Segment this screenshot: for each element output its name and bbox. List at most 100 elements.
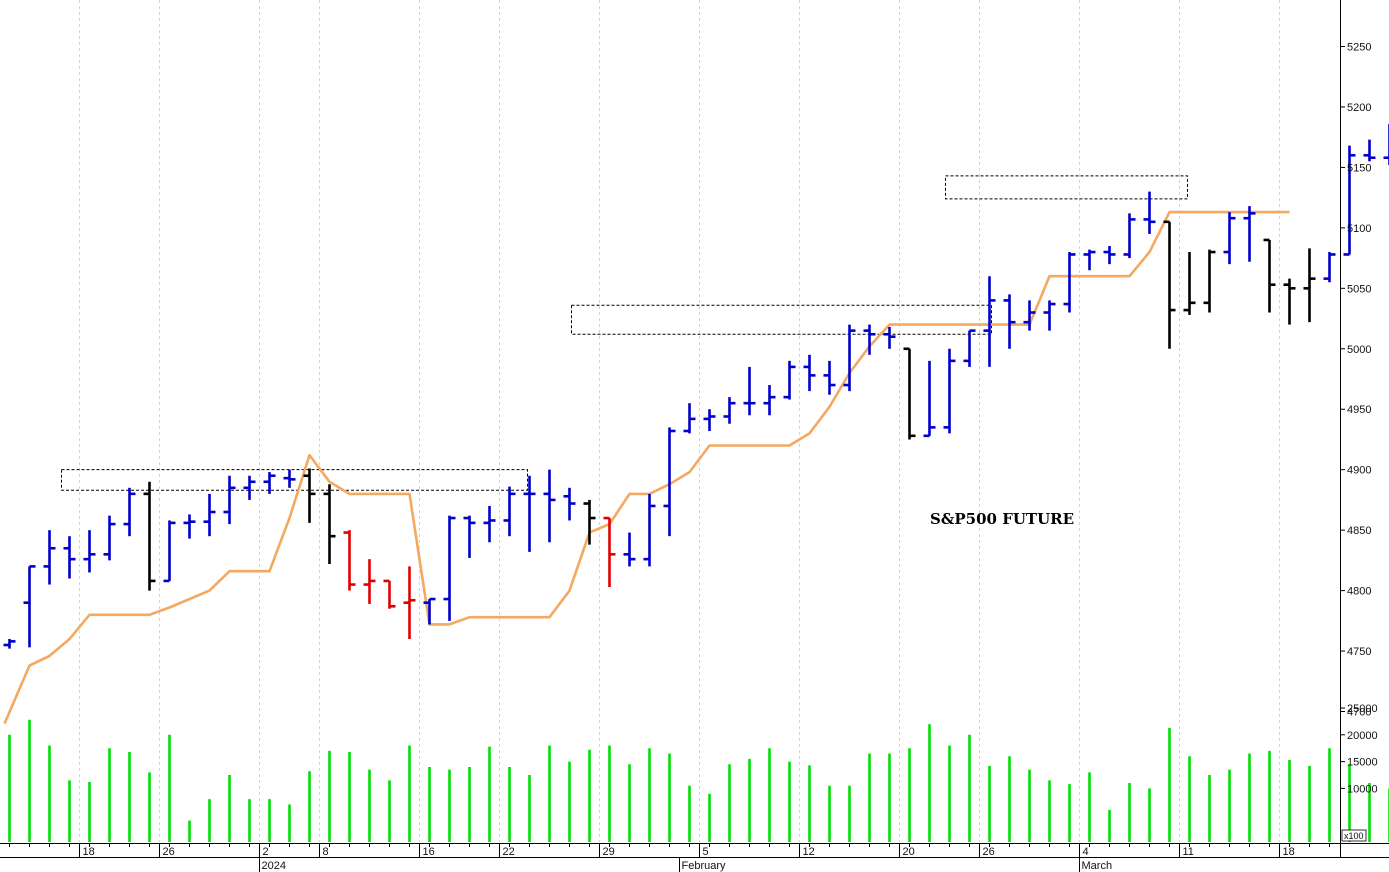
stop-line (3, 210, 1290, 725)
ohlc-bar (943, 348, 956, 434)
ohlc-bar (983, 276, 996, 367)
ohlc-bar (643, 493, 656, 567)
ohlc-bar (783, 360, 796, 400)
support-box (571, 304, 992, 335)
ohlc-bar (23, 565, 36, 648)
y-tick-label: 4900 (1347, 465, 1371, 477)
ohlc-bar (903, 347, 916, 440)
ohlc-bar (1223, 212, 1236, 265)
ohlc-bar (1063, 252, 1076, 313)
y-tick-label: 5000 (1347, 344, 1371, 356)
ohlc-bar (383, 579, 396, 609)
ohlc-bar (63, 536, 76, 579)
ohlc-bar (483, 505, 496, 543)
x-day-label: 18 (1283, 846, 1295, 858)
volume-unit-label: x100 (1344, 831, 1364, 841)
x-day-label: 12 (803, 846, 815, 858)
ohlc-bar (203, 493, 216, 537)
support-boxes (61, 175, 1188, 491)
ohlc-bar (563, 487, 576, 521)
y-tick-label: 4950 (1347, 404, 1371, 416)
y-tick-label: 5250 (1347, 42, 1371, 54)
ohlc-bar (423, 597, 436, 625)
chart-title: S&P500 FUTURE (930, 510, 1074, 528)
y-tick-label: 4750 (1347, 646, 1371, 658)
ohlc-bar (723, 397, 736, 424)
ohlc-bar (1363, 139, 1376, 162)
ohlc-bar (503, 486, 516, 537)
ohlc-bar (403, 566, 416, 639)
y-tick-label: 4800 (1347, 586, 1371, 598)
trailing-stop-line (3, 210, 1290, 725)
y-tick-label: 4700 (1347, 707, 1371, 719)
ohlc-bar (963, 329, 976, 367)
y-tick-label: 5100 (1347, 223, 1371, 235)
x-month-label: March (1082, 860, 1113, 872)
ohlc-bar (543, 469, 556, 543)
ohlc-bar (583, 499, 596, 545)
support-box (61, 469, 528, 491)
ohlc-bar (183, 514, 196, 539)
ohlc-bar (763, 385, 776, 416)
grid-lines (79, 0, 1280, 843)
volume-tick-label: 25000 (1347, 703, 1378, 715)
ohlc-bar (863, 324, 876, 355)
ohlc-bar (143, 481, 156, 591)
ohlc-bar (1123, 213, 1136, 259)
ohlc-bar (923, 360, 936, 438)
x-month-label: February (682, 860, 727, 872)
ohlc-bar (1203, 249, 1216, 313)
x-day-label: 20 (903, 846, 915, 858)
ohlc-bar (1103, 246, 1116, 265)
ohlc-bar (343, 530, 356, 591)
ohlc-bar (283, 469, 296, 488)
ohlc-bar (883, 327, 896, 349)
ohlc-bar (263, 472, 276, 494)
y-tick-label: 4850 (1347, 525, 1371, 537)
ohlc-bar (823, 360, 836, 395)
ohlc-bar (243, 475, 256, 500)
ohlc-bar (83, 530, 96, 573)
ohlc-bar (443, 515, 456, 621)
ohlc-bar (1343, 145, 1356, 256)
x-day-label: 2 (263, 846, 269, 858)
ohlc-bar (1163, 220, 1176, 349)
ohlc-bar (663, 427, 676, 537)
x-day-label: 22 (503, 846, 515, 858)
ohlc-bar (1083, 249, 1096, 271)
x-day-label: 11 (1183, 846, 1194, 858)
ohlc-bar (623, 532, 636, 567)
ohlc-bar (703, 409, 716, 431)
ohlc-bar (803, 354, 816, 392)
ohlc-bar (1023, 300, 1036, 331)
x-day-label: 16 (423, 846, 435, 858)
volume-tick-label: 10000 (1347, 783, 1378, 795)
ohlc-bar (363, 559, 376, 604)
ohlc-bar (1003, 294, 1016, 349)
ohlc-bar (223, 475, 236, 525)
x-day-label: 26 (983, 846, 995, 858)
x-day-label: 5 (703, 846, 709, 858)
ohlc-bar (843, 324, 856, 392)
volume-unit-box (1341, 829, 1367, 842)
ohlc-bar (1303, 248, 1316, 323)
ohlc-bar (683, 403, 696, 434)
y-tick-label: 5150 (1347, 162, 1371, 174)
x-day-label: 29 (603, 846, 615, 858)
x-day-label: 26 (163, 846, 175, 858)
volume-tick-label: 20000 (1347, 730, 1378, 742)
x-day-label: 18 (83, 846, 95, 858)
x-day-label: 8 (323, 846, 329, 858)
ohlc-bar (323, 484, 336, 564)
ohlc-bar (463, 515, 476, 558)
ohlc-bar (303, 468, 316, 523)
y-tick-label: 5200 (1347, 102, 1371, 114)
y-tick-label: 5050 (1347, 283, 1371, 295)
ohlc-bar (523, 475, 536, 552)
ohlc-bar (1183, 252, 1196, 315)
price-bars (3, 123, 1389, 649)
ohlc-bar (1283, 278, 1296, 325)
ohlc-bar (3, 638, 16, 649)
